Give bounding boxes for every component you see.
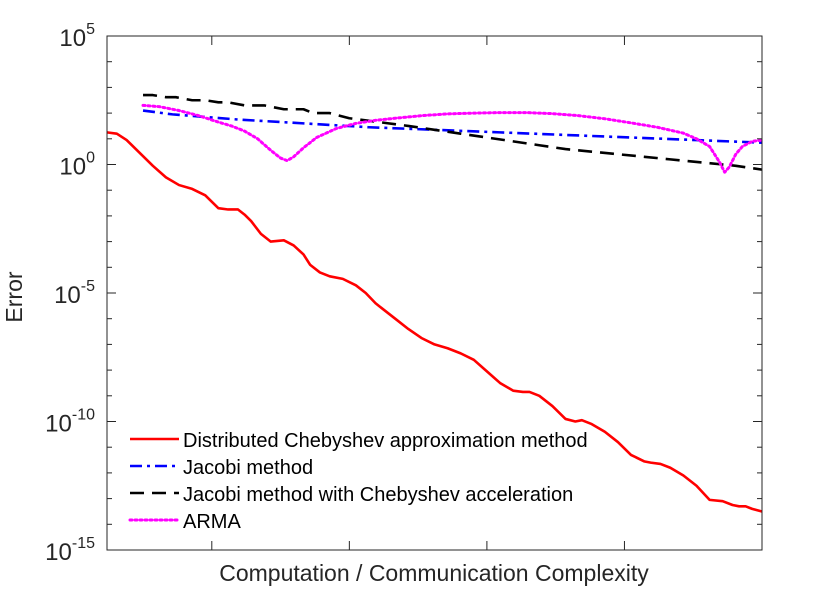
series-line-4 <box>141 103 764 174</box>
series-layer <box>106 93 764 513</box>
y-tick-label-2: 100 <box>59 150 95 181</box>
axes <box>106 35 763 551</box>
series-line-1 <box>106 131 763 513</box>
legend-entry-4: ARMA <box>183 511 241 533</box>
legend-entry-3: Jacobi method with Chebyshev acceleratio… <box>183 484 573 506</box>
y-tick-label-1: 105 <box>59 21 95 52</box>
x-axis-label: Computation / Communication Complexity <box>219 560 649 586</box>
y-tick-label-4: 10-10 <box>45 407 95 438</box>
y-tick-label-3: 10-5 <box>54 278 95 309</box>
y-tick-label-5: 10-15 <box>45 535 95 566</box>
tick-labels: 105 100 10-5 10-10 10-15 <box>45 21 95 566</box>
legend-entry-1: Distributed Chebyshev approximation meth… <box>183 430 588 452</box>
legend: Distributed Chebyshev approximation meth… <box>128 430 588 533</box>
y-axis-label: Error <box>1 271 27 322</box>
legend-entry-2: Jacobi method <box>183 457 313 479</box>
